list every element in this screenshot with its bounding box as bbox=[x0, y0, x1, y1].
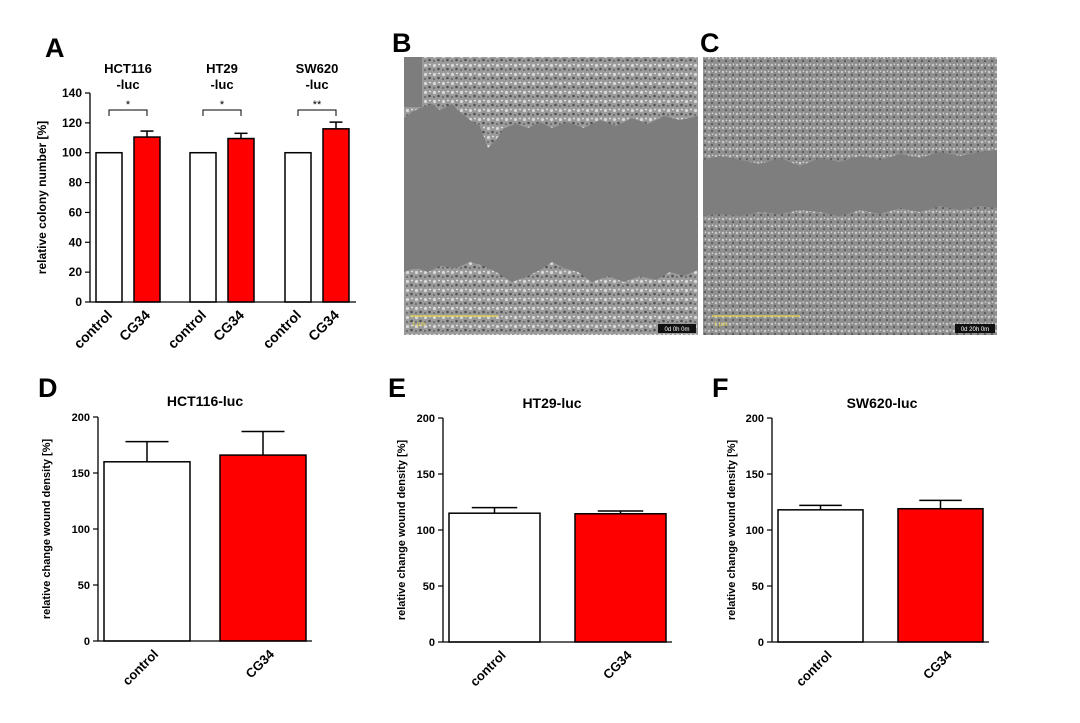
y-tick-label: 80 bbox=[69, 176, 83, 190]
y-axis-label: relative colony number [%] bbox=[35, 121, 49, 274]
bar bbox=[227, 137, 255, 303]
chart-panel-f: 0 50 100 150 200 relative change wound densit… bbox=[726, 395, 989, 689]
micrograph-b-timestamp-box bbox=[658, 324, 696, 333]
significance-bracket bbox=[297, 109, 337, 116]
micrograph-panel-c: 1 μm 0d 20h 0m bbox=[703, 57, 997, 335]
group-title: HT29 bbox=[206, 61, 238, 76]
y-tick-label: 150 bbox=[72, 468, 90, 480]
x-tick-label: CG34 bbox=[242, 646, 277, 681]
chart-title: SW620-luc bbox=[847, 395, 918, 411]
panel-letter-d: D bbox=[38, 373, 58, 403]
bar bbox=[897, 507, 984, 643]
micrograph-b-scalebar-label: 1 μm bbox=[412, 322, 425, 328]
y-tick-label: 50 bbox=[423, 581, 435, 593]
micrograph-b-gap-left-edge bbox=[404, 57, 422, 107]
chart-panel-d: 0 50 100 150 200 relative change wound densit… bbox=[41, 393, 312, 688]
x-tick-label: CG34 bbox=[920, 647, 955, 682]
micrograph-c-wound-gap bbox=[703, 150, 997, 216]
bar bbox=[284, 151, 312, 303]
group-title: -luc bbox=[210, 77, 233, 92]
bar bbox=[219, 454, 307, 642]
y-tick-label: 100 bbox=[417, 525, 435, 537]
y-tick-label: 0 bbox=[84, 636, 90, 648]
micrograph-c-scalebar-label: 1 μm bbox=[714, 322, 727, 328]
micrograph-b-wound-gap bbox=[404, 104, 698, 282]
panel-letter-b: B bbox=[392, 28, 412, 58]
x-tick-label: control bbox=[119, 647, 161, 689]
y-tick-label: 120 bbox=[62, 116, 82, 130]
significance-bracket bbox=[108, 109, 148, 116]
bar bbox=[448, 512, 541, 643]
x-tick-label: control bbox=[164, 307, 209, 352]
panel-letter-c: C bbox=[700, 28, 720, 58]
y-tick-label: 200 bbox=[72, 412, 90, 424]
bar bbox=[574, 513, 667, 643]
significance-marker: * bbox=[220, 99, 225, 111]
y-tick-label: 150 bbox=[417, 469, 435, 481]
y-axis-label: relative change wound density [%] bbox=[726, 440, 738, 621]
micrograph-c-timestamp: 0d 20h 0m bbox=[961, 327, 989, 333]
significance-marker: ** bbox=[313, 99, 322, 111]
y-tick-label: 100 bbox=[62, 146, 82, 160]
significance-bracket bbox=[202, 109, 242, 116]
significance-marker: * bbox=[126, 99, 131, 111]
x-tick-label: CG34 bbox=[305, 307, 342, 344]
x-tick-label: control bbox=[259, 307, 304, 352]
x-tick-label: CG34 bbox=[210, 307, 247, 344]
group-title: SW620 bbox=[296, 61, 339, 76]
y-tick-label: 60 bbox=[69, 205, 83, 219]
bar bbox=[777, 509, 864, 643]
x-tick-label: control bbox=[793, 648, 835, 690]
x-tick-label: control bbox=[70, 307, 115, 352]
x-tick-label: control bbox=[467, 648, 509, 690]
y-tick-label: 200 bbox=[746, 413, 764, 425]
y-tick-label: 0 bbox=[75, 295, 82, 309]
y-tick-label: 50 bbox=[78, 580, 90, 592]
bar bbox=[189, 151, 217, 303]
x-tick-label: CG34 bbox=[600, 647, 635, 682]
bar bbox=[133, 136, 161, 303]
chart-title: HT29-luc bbox=[522, 395, 581, 411]
micrograph-c-timestamp-box bbox=[955, 324, 995, 333]
y-tick-label: 100 bbox=[72, 524, 90, 536]
y-tick-label: 140 bbox=[62, 86, 82, 100]
panel-letter-f: F bbox=[712, 373, 729, 403]
micrograph-b-timestamp: 0d 0h 0m bbox=[664, 327, 689, 333]
bar bbox=[95, 151, 123, 303]
micrograph-panel-b: 1 μm 0d 0h 0m bbox=[404, 57, 698, 335]
y-tick-label: 40 bbox=[69, 235, 83, 249]
chart-title: HCT116-luc bbox=[167, 393, 243, 409]
group-title: -luc bbox=[116, 77, 139, 92]
bar bbox=[322, 128, 350, 303]
y-tick-label: 200 bbox=[417, 413, 435, 425]
y-tick-label: 0 bbox=[429, 637, 435, 649]
bar bbox=[103, 461, 191, 642]
y-axis-label: relative change wound density [%] bbox=[396, 440, 408, 621]
y-tick-label: 20 bbox=[69, 265, 83, 279]
chart-panel-a: 0 20 40 60 80 100 120 140 relative colony number… bbox=[35, 61, 356, 352]
group-title: -luc bbox=[305, 77, 328, 92]
chart-panel-e: 0 50 100 150 200 relative change wound densit… bbox=[396, 395, 672, 689]
y-tick-label: 150 bbox=[746, 469, 764, 481]
y-tick-label: 100 bbox=[746, 525, 764, 537]
group-title: HCT116 bbox=[104, 61, 152, 76]
panel-letter-e: E bbox=[388, 373, 406, 403]
panel-letter-a: A bbox=[45, 33, 65, 63]
y-tick-label: 0 bbox=[758, 637, 764, 649]
x-tick-label: CG34 bbox=[116, 307, 153, 344]
y-tick-label: 50 bbox=[752, 581, 764, 593]
y-axis-label: relative change wound density [%] bbox=[41, 439, 53, 620]
